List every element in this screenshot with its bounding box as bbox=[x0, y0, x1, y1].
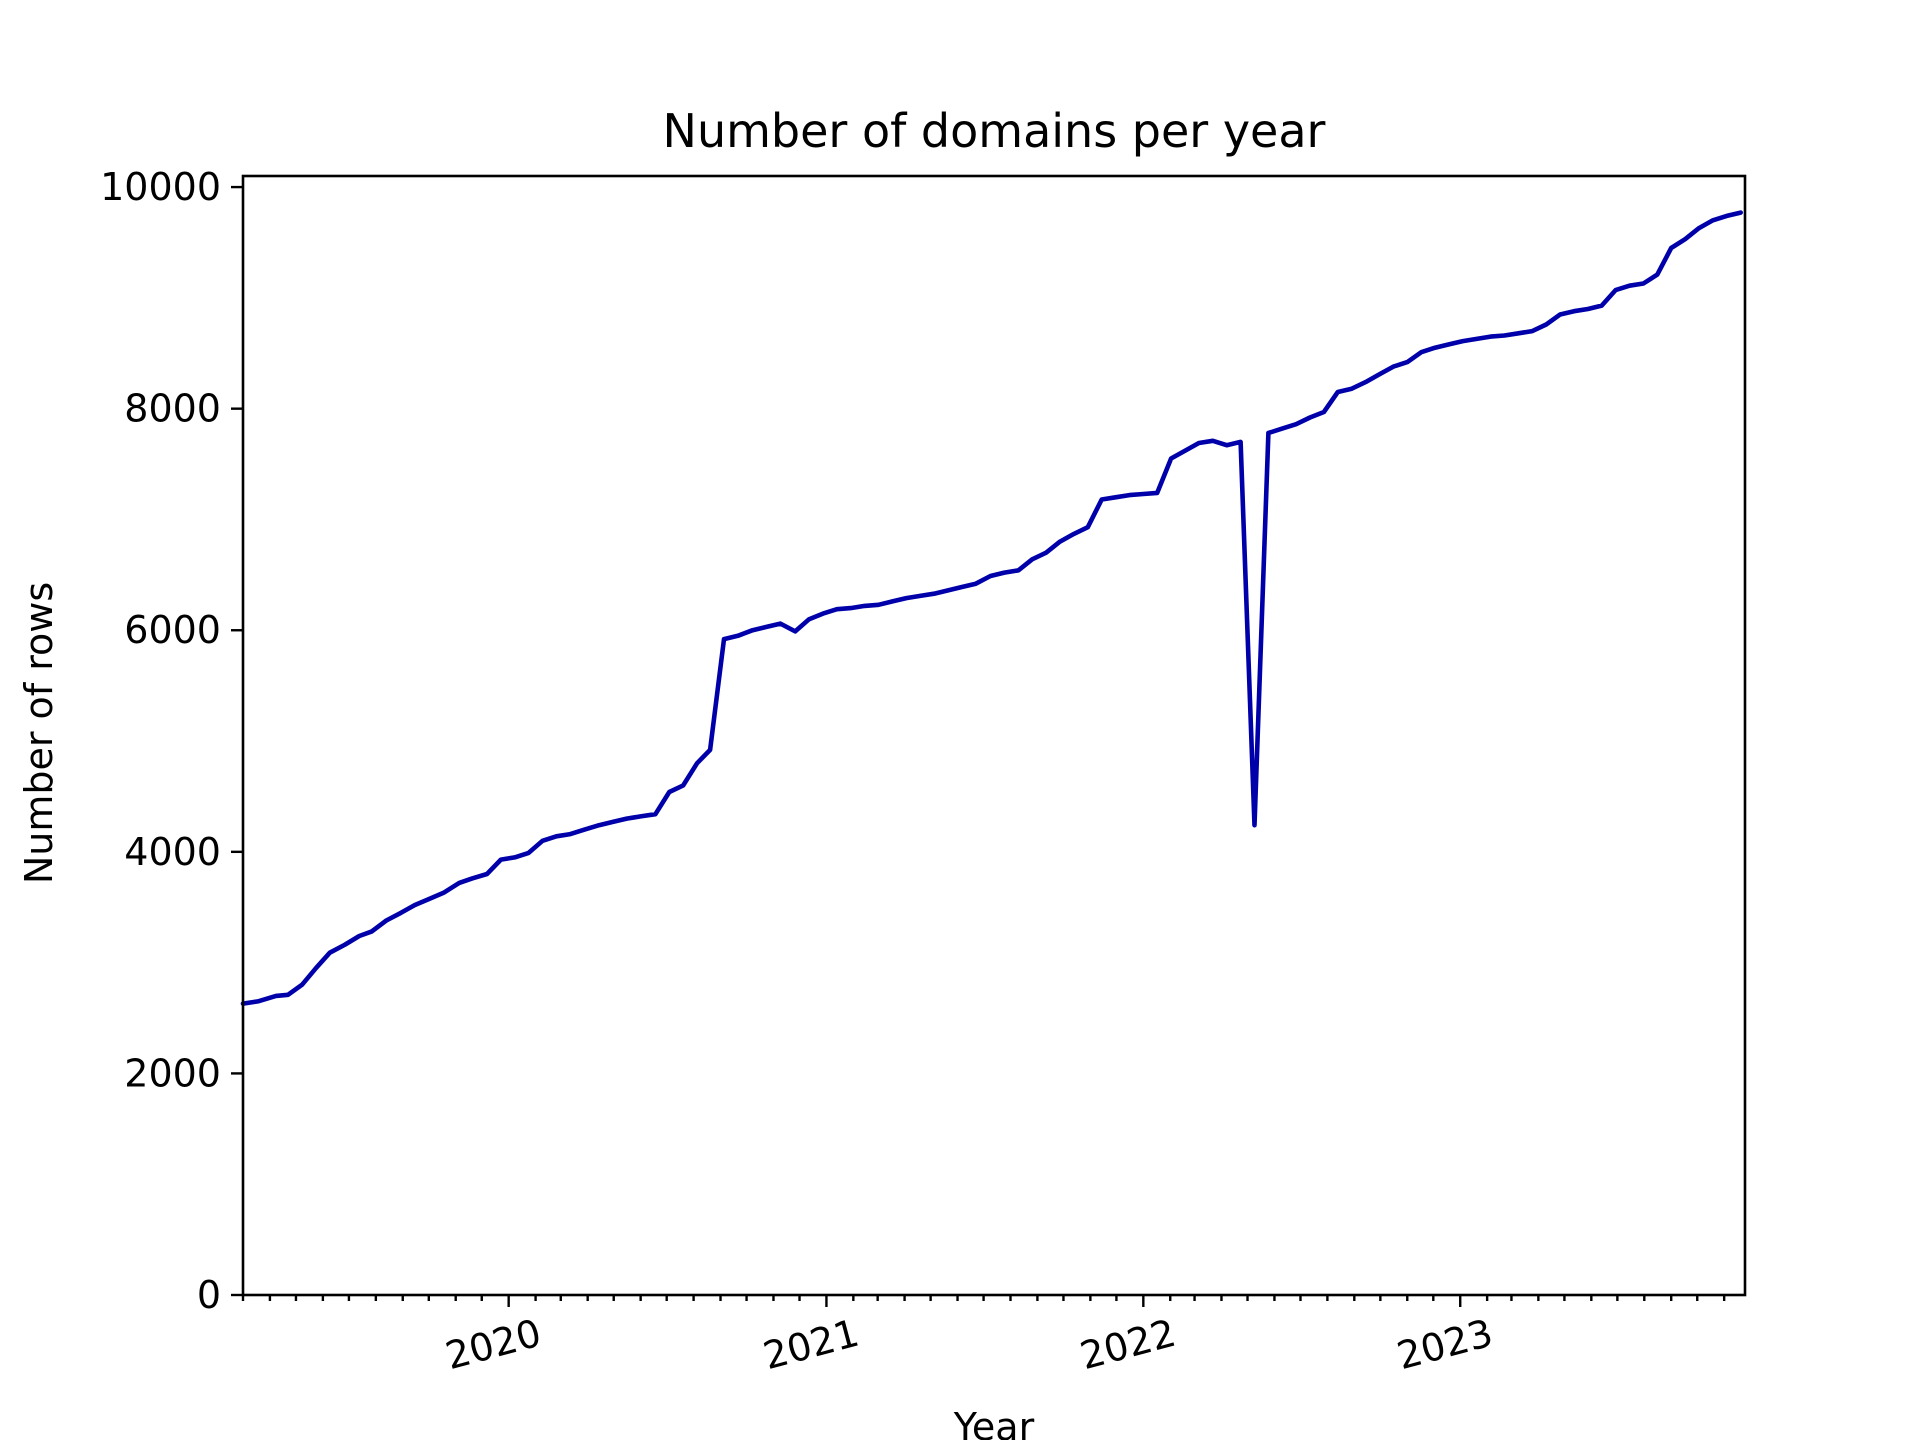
y-tick-label: 4000 bbox=[124, 830, 221, 874]
y-tick-label: 8000 bbox=[124, 387, 221, 431]
y-tick-label: 2000 bbox=[124, 1051, 221, 1095]
y-tick-label: 0 bbox=[197, 1273, 221, 1317]
y-tick-label: 6000 bbox=[124, 608, 221, 652]
series-line bbox=[240, 210, 1743, 1006]
x-tick-label: 2022 bbox=[1076, 1311, 1181, 1379]
plot-area bbox=[240, 210, 1743, 1006]
plot-frame bbox=[241, 174, 1747, 1297]
x-tick-label: 2023 bbox=[1392, 1311, 1497, 1379]
x-tick-label: 2021 bbox=[759, 1311, 864, 1379]
chart-title: Number of domains per year bbox=[663, 104, 1326, 158]
y-axis-label: Number of rows bbox=[17, 582, 61, 884]
y-tick-label: 10000 bbox=[100, 165, 221, 209]
x-axis: 2020 2021 2022 2023 bbox=[241, 1295, 1726, 1379]
x-tick-label: 2020 bbox=[441, 1311, 546, 1379]
y-axis: 0 2000 4000 6000 8000 10000 bbox=[100, 165, 243, 1317]
x-axis-label: Year bbox=[953, 1405, 1035, 1440]
